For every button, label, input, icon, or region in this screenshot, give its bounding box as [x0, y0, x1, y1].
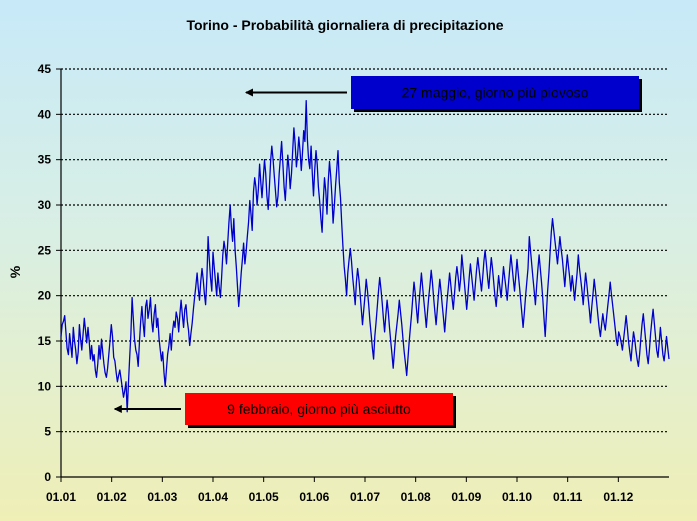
y-tick-label: 45 — [38, 62, 52, 76]
gridlines — [61, 68, 669, 433]
y-tick-label: 20 — [38, 289, 52, 303]
y-tick-label: 30 — [38, 198, 52, 212]
y-tick-label: 35 — [38, 153, 52, 167]
y-axis-ticks: 0 5 10 15 20 25 30 35 40 45 — [38, 62, 61, 484]
x-axis-ticks: 01.01 01.02 01.03 01.04 01.05 01.06 01.07 01.08… — [46, 477, 634, 504]
annotation-text: 27 maggio, giorno più piovoso — [402, 85, 589, 101]
x-tick-label: 01.08 — [401, 490, 431, 504]
annotation-text: 9 febbraio, giorno più asciutto — [227, 401, 411, 417]
y-tick-label: 5 — [44, 425, 51, 439]
x-tick-label: 01.02 — [97, 490, 127, 504]
annotations: 27 maggio, giorno più piovoso 9 febbraio,… — [113, 76, 642, 428]
annotation-box — [351, 76, 639, 109]
x-tick-label: 01.09 — [451, 490, 481, 504]
y-tick-label: 15 — [38, 334, 52, 348]
y-tick-label: 40 — [38, 107, 52, 121]
x-tick-label: 01.01 — [46, 490, 76, 504]
annotation-box — [185, 393, 453, 425]
y-tick-label: 25 — [38, 243, 52, 257]
series-line — [60, 100, 670, 413]
x-tick-label: 01.07 — [350, 490, 380, 504]
x-tick-label: 01.11 — [553, 490, 583, 504]
y-tick-label: 10 — [38, 379, 52, 393]
x-tick-label: 01.12 — [603, 490, 633, 504]
x-tick-label: 01.03 — [147, 490, 177, 504]
y-axis-label: % — [7, 265, 23, 278]
x-tick-label: 01.04 — [198, 490, 228, 504]
x-tick-label: 01.10 — [502, 490, 532, 504]
x-tick-label: 01.05 — [249, 490, 279, 504]
x-tick-label: 01.06 — [299, 490, 329, 504]
chart-title: Torino - Probabilità giornaliera di prec… — [186, 17, 503, 33]
y-tick-label: 0 — [44, 470, 51, 484]
axes — [60, 69, 669, 478]
